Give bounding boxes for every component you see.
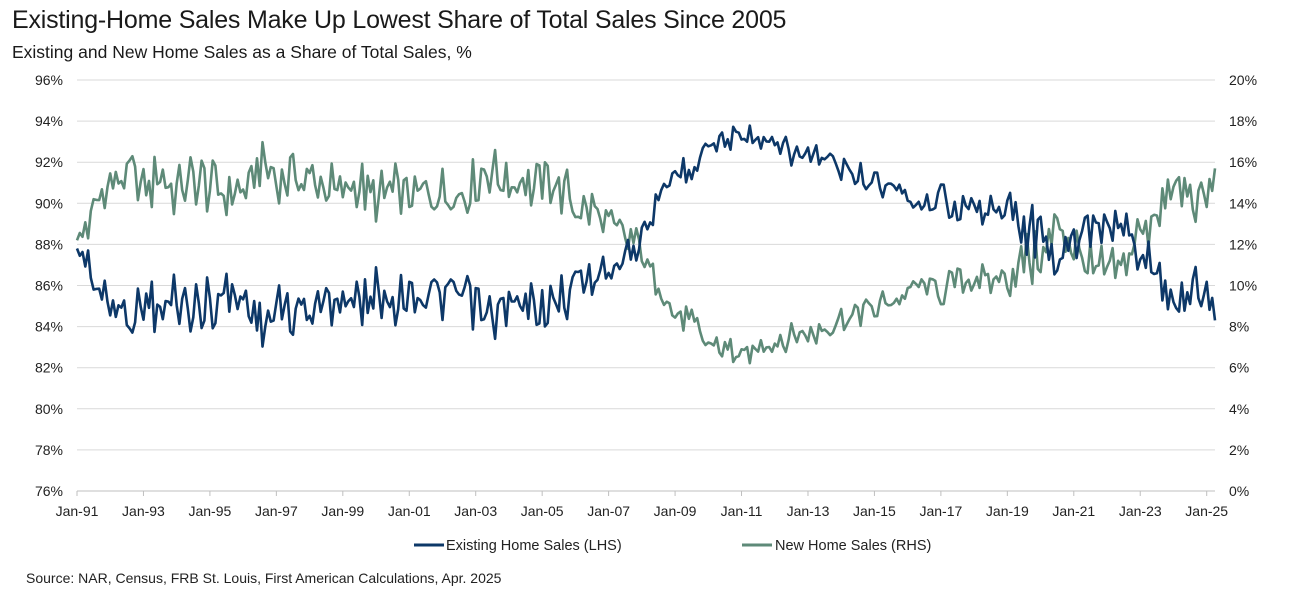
axes: 76% 78% 80% 82% 84% 86% 88% 90% 92% 94% 96% 0% 2% 4% 6… xyxy=(35,72,1257,519)
gridlines xyxy=(77,79,1215,492)
y-right-tick-label: 14% xyxy=(1229,195,1257,211)
chart-title: Existing-Home Sales Make Up Lowest Share… xyxy=(12,6,787,34)
y-left-tick-label: 78% xyxy=(35,442,63,458)
y-left-tick-label: 96% xyxy=(35,72,63,88)
x-tick-label: Jan-97 xyxy=(255,503,298,519)
series-line-new xyxy=(75,140,1217,365)
legend-label-existing: Existing Home Sales (LHS) xyxy=(446,538,622,554)
x-tick-label: Jan-93 xyxy=(122,503,165,519)
x-tick-label: Jan-23 xyxy=(1119,503,1162,519)
x-tick-label: Jan-05 xyxy=(521,503,564,519)
y-left-tick-label: 86% xyxy=(35,278,63,294)
chart-subtitle: Existing and New Home Sales as a Share o… xyxy=(12,42,472,62)
x-tick-label: Jan-01 xyxy=(388,503,431,519)
y-left-tick-label: 82% xyxy=(35,360,63,376)
x-tick-label: Jan-13 xyxy=(787,503,830,519)
series-lines xyxy=(75,124,1217,365)
y-right-tick-label: 10% xyxy=(1229,278,1257,294)
x-tick-label: Jan-15 xyxy=(853,503,896,519)
x-tick-label: Jan-91 xyxy=(56,503,99,519)
y-left-tick-label: 76% xyxy=(35,483,63,499)
x-tick-label: Jan-95 xyxy=(188,503,231,519)
y-left-tick-label: 92% xyxy=(35,154,63,170)
y-right-tick-label: 18% xyxy=(1229,113,1257,129)
x-tick-label: Jan-21 xyxy=(1052,503,1095,519)
legend-label-new: New Home Sales (RHS) xyxy=(775,538,931,554)
x-tick-label: Jan-03 xyxy=(454,503,497,519)
x-tick-label: Jan-11 xyxy=(721,503,763,519)
legend: Existing Home Sales (LHS) New Home Sales… xyxy=(414,538,931,554)
y-right-tick-label: 6% xyxy=(1229,360,1249,376)
x-tick-label: Jan-25 xyxy=(1185,503,1228,519)
y-left-tick-label: 90% xyxy=(35,195,63,211)
y-left-tick-label: 84% xyxy=(35,319,63,335)
y-right-tick-label: 0% xyxy=(1229,483,1249,499)
y-right-tick-label: 16% xyxy=(1229,154,1257,170)
y-right-tick-label: 2% xyxy=(1229,442,1249,458)
y-right-tick-label: 8% xyxy=(1229,319,1249,335)
y-right-tick-label: 4% xyxy=(1229,401,1249,417)
y-left-tick-label: 80% xyxy=(35,401,63,417)
y-left-tick-label: 94% xyxy=(35,113,63,129)
x-tick-label: Jan-09 xyxy=(654,503,697,519)
x-tick-label: Jan-19 xyxy=(986,503,1029,519)
series-line-existing xyxy=(75,124,1217,348)
x-tick-label: Jan-17 xyxy=(919,503,962,519)
y-right-tick-label: 12% xyxy=(1229,236,1257,252)
x-tick-label: Jan-07 xyxy=(587,503,630,519)
x-tick-label: Jan-99 xyxy=(321,503,364,519)
source-note: Source: NAR, Census, FRB St. Louis, Firs… xyxy=(26,570,502,586)
y-right-tick-label: 20% xyxy=(1229,72,1257,88)
y-left-tick-label: 88% xyxy=(35,236,63,252)
